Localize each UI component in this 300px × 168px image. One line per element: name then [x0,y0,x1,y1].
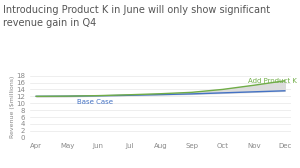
Text: Introducing Product K in June will only show significant
revenue gain in Q4: Introducing Product K in June will only … [3,5,270,28]
Y-axis label: Revenue ($millions): Revenue ($millions) [10,75,15,138]
Text: Add Product K: Add Product K [248,78,296,83]
Text: Base Case: Base Case [76,99,112,105]
